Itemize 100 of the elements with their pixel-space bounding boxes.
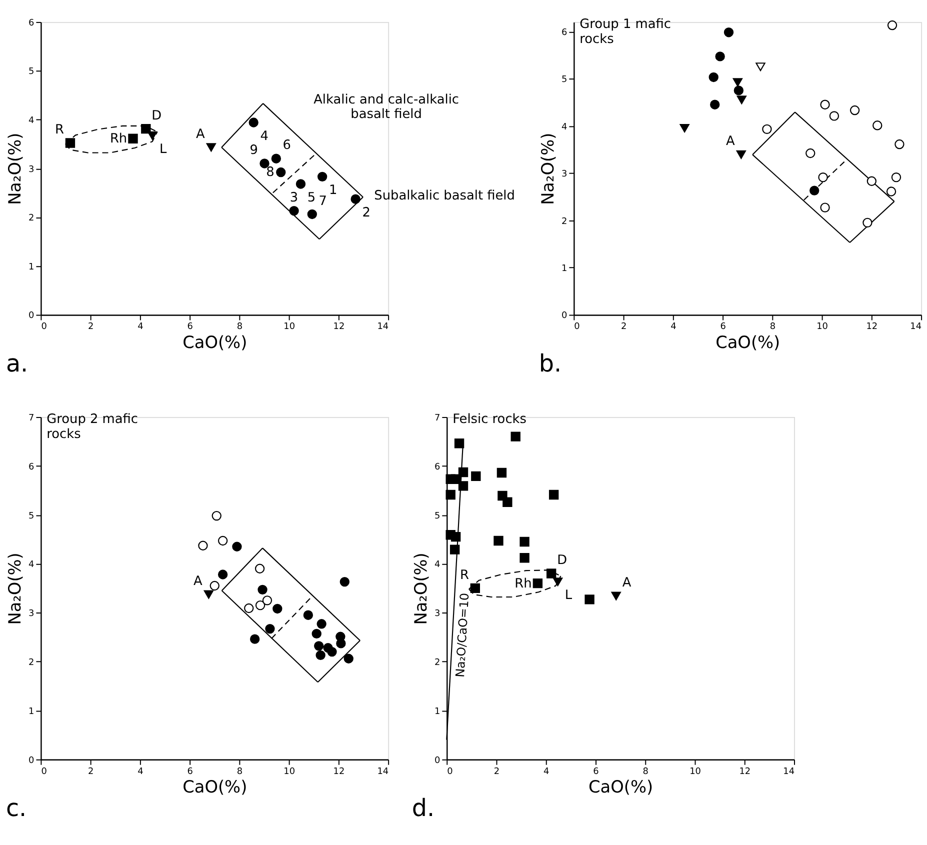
y-tick-label: 4: [434, 560, 440, 570]
y-tick-label: 5: [28, 511, 34, 522]
x-tick-label: 0: [41, 766, 48, 777]
x-axis-title: CaO(%): [588, 776, 654, 797]
x-tick-label: 8: [642, 766, 649, 777]
y-tick-label: 6: [562, 28, 568, 38]
y-tick-label: 3: [28, 609, 34, 620]
y-tick-label: 2: [434, 658, 440, 668]
y-tick-label: 0: [28, 311, 35, 322]
y-tick-label: 3: [28, 164, 34, 175]
x-axis-title: CaO(%): [182, 776, 248, 797]
y-axis-title: Na₂O(%): [4, 132, 25, 205]
x-tick-label: 0: [447, 766, 454, 777]
annotation: L: [159, 142, 168, 158]
x-tick-label: 4: [138, 766, 144, 777]
x-tick-label: 2: [620, 322, 627, 332]
x-tick-label: 8: [770, 322, 776, 332]
y-tick-label: 2: [28, 658, 34, 668]
x-tick-label: 10: [284, 766, 296, 777]
x-tick-label: 12: [739, 766, 751, 777]
annotation: 5: [307, 190, 316, 206]
y-tick-label: 3: [562, 170, 568, 180]
y-tick-label: 0: [562, 311, 568, 322]
x-tick-label: 10: [690, 766, 702, 777]
x-tick-label: 6: [187, 766, 194, 777]
y-tick-label: 4: [28, 116, 35, 126]
annotation: 6: [282, 138, 291, 154]
y-tick-label: 4: [562, 122, 568, 132]
y-tick-label: 6: [28, 462, 35, 472]
x-tick-label: 6: [187, 322, 194, 332]
annotation: Rh: [514, 576, 532, 592]
y-axis-title: Na₂O(%): [4, 552, 25, 625]
annotation: 7: [318, 194, 327, 209]
y-tick-label: 3: [434, 609, 440, 620]
annotation: Alkalic and calc-alkalic basalt field: [314, 92, 459, 122]
x-tick-label: 4: [670, 322, 677, 332]
y-tick-label: 7: [28, 413, 34, 424]
x-tick-label: 14: [910, 322, 922, 332]
annotation: D: [557, 553, 568, 568]
y-tick-label: 2: [28, 214, 34, 224]
y-tick-label: 6: [434, 462, 440, 472]
y-tick-label: 1: [28, 262, 34, 272]
chart-title: Felsic rocks: [452, 412, 527, 427]
y-tick-label: 1: [28, 706, 34, 717]
annotation: 8: [266, 165, 274, 180]
x-tick-label: 10: [816, 322, 828, 332]
y-tick-label: 5: [562, 75, 568, 86]
annotation: R: [460, 568, 469, 583]
annotation: Subalkalic basalt field: [374, 188, 515, 204]
annotation: 2: [362, 205, 370, 220]
annotation: A: [622, 576, 632, 591]
x-axis-title: CaO(%): [182, 332, 248, 352]
y-tick-label: 5: [434, 511, 440, 522]
x-tick-label: 4: [544, 766, 550, 777]
annotation: A: [194, 574, 203, 590]
x-axis-title: CaO(%): [716, 332, 780, 352]
x-tick-label: 12: [866, 322, 878, 332]
y-axis-title: Na₂O(%): [538, 132, 558, 205]
x-tick-label: 2: [88, 322, 94, 332]
x-tick-label: 8: [236, 322, 243, 332]
text: a.: [6, 349, 28, 378]
x-tick-label: 12: [333, 322, 345, 332]
annotation: A: [196, 126, 206, 142]
x-tick-label: 6: [720, 322, 726, 332]
x-tick-label: 2: [88, 766, 94, 777]
annotation: D: [152, 108, 162, 124]
annotation: 1: [328, 183, 338, 198]
text: Na₂O/CaO=10: [453, 592, 472, 678]
y-tick-label: 6: [28, 18, 35, 28]
y-tick-label: 2: [562, 216, 568, 227]
y-axis-title: Na₂O(%): [410, 552, 431, 625]
text: c.: [6, 794, 27, 822]
y-tick-label: 0: [434, 756, 440, 766]
y-tick-label: 4: [28, 560, 35, 570]
annotation: 4: [260, 128, 268, 144]
annotation: Rh: [110, 132, 128, 147]
x-tick-label: 8: [236, 766, 243, 777]
text: b.: [538, 349, 562, 378]
y-tick-label: 1: [434, 706, 440, 717]
x-tick-label: 14: [377, 766, 389, 777]
x-tick-label: 2: [494, 766, 500, 777]
x-tick-label: 4: [138, 322, 144, 332]
annotation: 9: [250, 143, 258, 158]
y-tick-label: 5: [28, 67, 34, 78]
x-tick-label: 10: [284, 322, 296, 332]
text: d.: [412, 794, 435, 822]
y-tick-label: 7: [434, 413, 440, 424]
chart-title: Group 2 mafic rocks: [46, 412, 138, 442]
annotation: R: [55, 122, 64, 138]
x-tick-label: 14: [783, 766, 795, 777]
x-tick-label: 6: [593, 766, 600, 777]
y-tick-label: 1: [562, 264, 568, 274]
annotation: L: [564, 588, 573, 604]
x-tick-label: 0: [574, 322, 580, 332]
x-tick-label: 12: [333, 766, 345, 777]
x-tick-label: 14: [377, 322, 389, 332]
annotation: 3: [290, 190, 298, 206]
x-tick-label: 0: [41, 322, 48, 332]
annotation: A: [726, 134, 736, 150]
y-tick-label: 0: [28, 756, 35, 766]
